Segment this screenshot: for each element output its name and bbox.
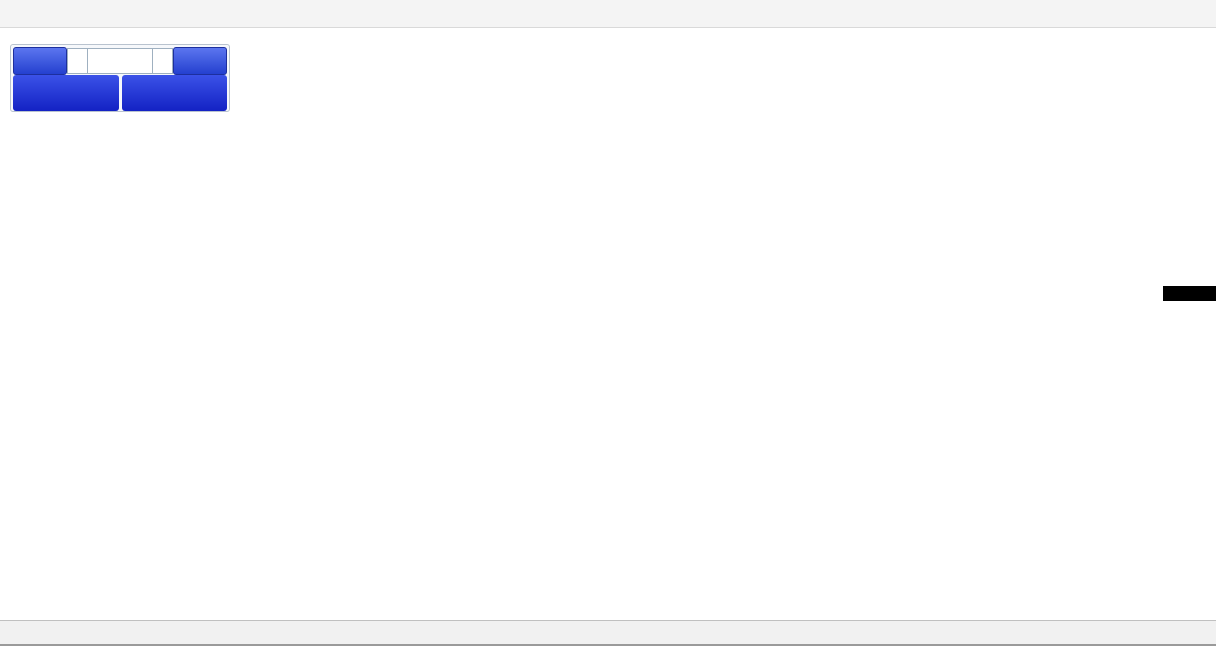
- volume-increase-button[interactable]: [152, 48, 173, 74]
- timeframe-toolbar: [0, 0, 1216, 28]
- one-click-trade-panel: [10, 44, 230, 112]
- volume-input[interactable]: [88, 48, 152, 74]
- chart-tab-bar: [0, 620, 1216, 645]
- volume-decrease-button[interactable]: [67, 48, 88, 74]
- buy-quote-tile[interactable]: [121, 75, 227, 111]
- window-bottom-edge: [0, 644, 1216, 646]
- sell-button[interactable]: [13, 47, 67, 75]
- current-price-badge: [1163, 286, 1216, 301]
- buy-button[interactable]: [173, 47, 227, 75]
- sell-quote-tile[interactable]: [13, 75, 119, 111]
